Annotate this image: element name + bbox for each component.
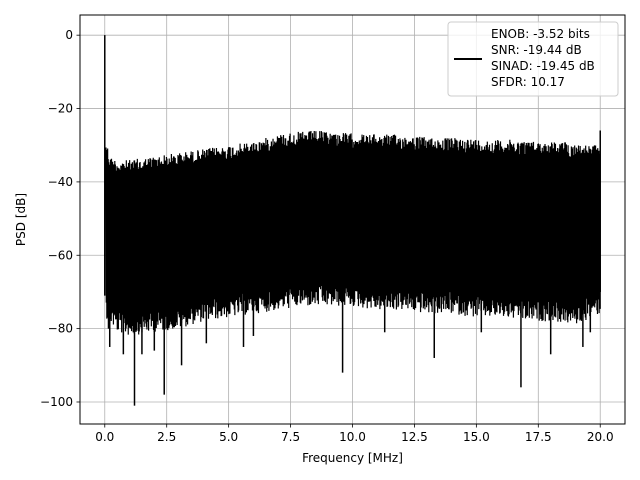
y-axis: 0 −20 −40 −60 −80 −100	[40, 28, 80, 409]
x-tick-label: 2.5	[157, 430, 176, 444]
legend-text-snr: SNR: -19.44 dB	[491, 43, 582, 57]
x-axis-label: Frequency [MHz]	[302, 451, 403, 465]
y-tick-label: −100	[40, 395, 73, 409]
legend: ENOB: -3.52 bits SNR: -19.44 dB SINAD: -…	[447, 21, 619, 97]
x-axis: 0.0 2.5 5.0 7.5 10.0 12.5 15.0 17.5 20.0	[95, 424, 614, 444]
x-tick-label: 15.0	[463, 430, 490, 444]
x-tick-label: 10.0	[339, 430, 366, 444]
legend-text-sinad: SINAD: -19.45 dB	[491, 59, 595, 73]
y-tick-label: −80	[48, 322, 73, 336]
x-tick-label: 17.5	[525, 430, 552, 444]
x-tick-label: 7.5	[281, 430, 300, 444]
y-axis-label: PSD [dB]	[14, 193, 28, 246]
y-tick-label: −20	[48, 102, 73, 116]
data-layer	[104, 35, 601, 406]
x-tick-label: 12.5	[401, 430, 428, 444]
x-tick-label: 0.0	[95, 430, 114, 444]
legend-text-enob: ENOB: -3.52 bits	[491, 27, 590, 41]
y-tick-label: 0	[65, 28, 73, 42]
legend-text-sfdr: SFDR: 10.17	[491, 75, 565, 89]
x-tick-label: 5.0	[219, 430, 238, 444]
y-tick-label: −60	[48, 248, 73, 262]
psd-trace	[105, 131, 601, 335]
x-tick-label: 20.0	[587, 430, 614, 444]
legend-box	[447, 21, 619, 97]
y-tick-label: −40	[48, 175, 73, 189]
